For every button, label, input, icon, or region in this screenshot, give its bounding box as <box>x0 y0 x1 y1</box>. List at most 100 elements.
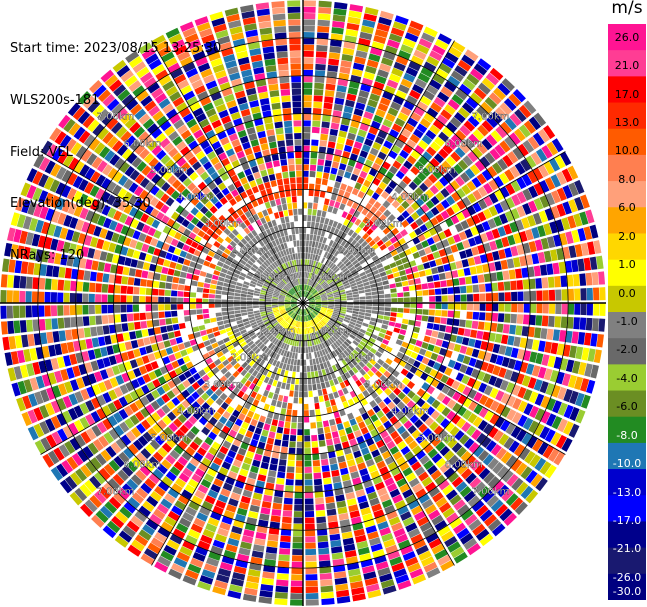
velocity-gate <box>340 304 347 308</box>
velocity-gate <box>330 284 337 289</box>
velocity-gate <box>41 250 50 263</box>
velocity-gate <box>369 358 377 366</box>
velocity-gate <box>295 314 299 321</box>
velocity-gate <box>492 480 505 493</box>
velocity-gate <box>161 393 171 403</box>
velocity-gate <box>313 364 318 372</box>
velocity-gate <box>475 265 484 274</box>
velocity-gate <box>127 350 135 360</box>
velocity-gate <box>358 421 366 429</box>
velocity-gate <box>366 272 374 278</box>
velocity-gate <box>315 304 322 306</box>
velocity-gate <box>63 381 74 394</box>
velocity-gate <box>0 274 8 288</box>
velocity-gate <box>234 306 241 311</box>
velocity-gate <box>515 219 525 231</box>
velocity-gate <box>408 231 417 239</box>
velocity-gate <box>140 278 147 287</box>
velocity-gate <box>337 389 344 397</box>
velocity-gate <box>292 542 303 549</box>
velocity-gate <box>150 537 165 549</box>
velocity-gate <box>488 179 499 191</box>
velocity-gate <box>443 450 455 461</box>
velocity-gate <box>263 565 276 573</box>
velocity-gate <box>214 265 222 272</box>
velocity-gate <box>320 591 334 599</box>
velocity-gate <box>49 179 60 193</box>
velocity-gate <box>460 468 473 480</box>
velocity-gate <box>33 423 45 438</box>
velocity-gate <box>169 338 177 346</box>
velocity-gate <box>215 472 226 482</box>
velocity-gate <box>340 224 347 232</box>
velocity-gate <box>315 57 327 65</box>
velocity-gate <box>115 511 129 524</box>
velocity-gate <box>339 519 351 527</box>
velocity-gate <box>498 345 507 355</box>
velocity-gate <box>465 97 479 110</box>
velocity-gate <box>315 63 326 71</box>
velocity-gate <box>496 484 510 498</box>
velocity-gate <box>580 303 587 316</box>
velocity-gate <box>378 181 387 190</box>
velocity-gate <box>466 377 476 388</box>
velocity-gate <box>234 313 242 318</box>
velocity-gate <box>343 543 356 552</box>
velocity-gate <box>370 366 378 374</box>
velocity-gate <box>574 303 581 315</box>
velocity-gate <box>426 275 434 283</box>
velocity-gate <box>221 311 229 316</box>
velocity-gate <box>328 135 337 143</box>
velocity-gate <box>394 185 404 195</box>
velocity-gate <box>490 443 502 456</box>
velocity-gate <box>272 379 278 387</box>
velocity-gate <box>79 402 90 415</box>
velocity-gate <box>249 343 257 350</box>
velocity-gate <box>245 337 252 344</box>
velocity-gate <box>171 317 179 324</box>
velocity-gate <box>515 481 529 495</box>
velocity-gate <box>266 311 273 315</box>
velocity-gate <box>367 153 376 162</box>
velocity-gate <box>355 135 365 144</box>
velocity-gate <box>260 313 267 317</box>
velocity-gate <box>330 39 342 47</box>
velocity-gate <box>349 256 357 263</box>
velocity-gate <box>20 182 31 197</box>
velocity-gate <box>391 67 404 78</box>
velocity-gate <box>527 136 540 150</box>
velocity-gate <box>449 494 462 506</box>
velocity-gate <box>419 95 432 106</box>
velocity-gate <box>350 268 358 275</box>
velocity-gate <box>141 355 150 364</box>
velocity-gate <box>458 231 468 241</box>
velocity-gate <box>323 354 329 362</box>
velocity-gate <box>279 548 291 555</box>
velocity-gate <box>402 38 416 49</box>
velocity-gate <box>471 275 479 284</box>
velocity-gate <box>33 333 42 346</box>
velocity-gate <box>388 321 396 327</box>
velocity-gate <box>213 331 221 337</box>
velocity-gate <box>83 327 92 338</box>
velocity-gate <box>369 400 377 408</box>
velocity-gate <box>338 429 346 437</box>
velocity-gate <box>298 308 301 315</box>
velocity-gate <box>312 358 317 365</box>
velocity-gate <box>196 298 203 303</box>
velocity-gate <box>244 347 252 354</box>
velocity-gate <box>525 469 538 484</box>
velocity-gate <box>259 366 266 374</box>
velocity-gate <box>317 389 323 396</box>
velocity-gate <box>546 398 557 411</box>
velocity-gate <box>343 191 351 199</box>
velocity-gate <box>249 283 256 288</box>
velocity-gate <box>333 103 344 112</box>
velocity-gate <box>378 366 387 374</box>
velocity-gate <box>289 364 294 372</box>
velocity-gate <box>311 333 315 340</box>
velocity-gate <box>378 16 392 26</box>
velocity-gate <box>318 433 325 441</box>
velocity-gate <box>399 329 407 336</box>
velocity-gate <box>259 513 270 521</box>
